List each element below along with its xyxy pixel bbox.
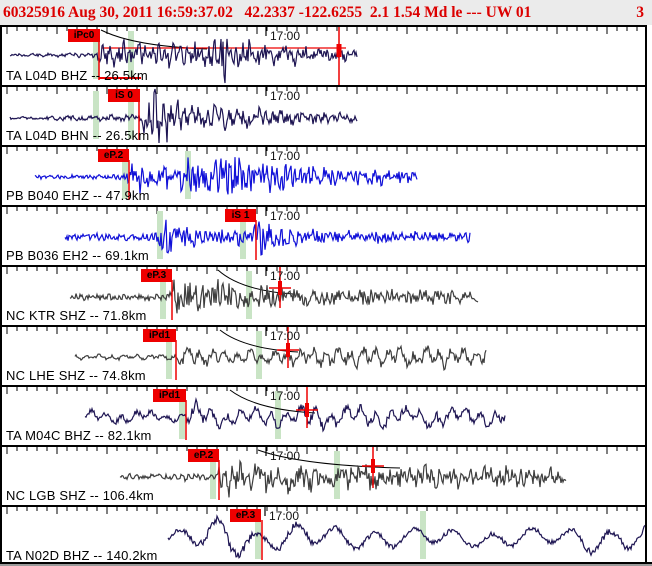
phase-pick-flag[interactable]: iPc0 bbox=[68, 29, 100, 42]
trace-panel-6[interactable]: iPd1 17:00 NC LHE SHZ -- 74.8km bbox=[0, 325, 647, 385]
time-mark-label: 17:00 bbox=[270, 449, 301, 463]
phase-label: eP.2 bbox=[193, 450, 214, 461]
phase-label: eP.3 bbox=[146, 270, 167, 281]
coda-decay-curve bbox=[100, 29, 208, 50]
waveform-trace bbox=[69, 279, 479, 314]
time-mark-label: 17:00 bbox=[270, 389, 301, 403]
theoretical-arrival-bar bbox=[255, 511, 261, 559]
theoretical-arrival-bar bbox=[210, 451, 216, 499]
trace-panel-4[interactable]: iS 1 17:00 PB B036 EH2 -- 69.1km bbox=[0, 205, 647, 265]
theoretical-arrival-bar bbox=[128, 91, 134, 139]
trace-panel-1[interactable]: iPc0 17:00 TA L04D BHZ -- 26.5km bbox=[0, 25, 647, 85]
event-summary: 60325916 Aug 30, 2011 16:59:37.02 42.233… bbox=[3, 3, 532, 21]
seismogram-plot bbox=[6, 87, 638, 144]
page-indicator: 3 bbox=[636, 3, 644, 21]
phase-label: iS 1 bbox=[231, 210, 250, 221]
time-mark-label: 17:00 bbox=[269, 509, 300, 523]
waveform-trace bbox=[9, 38, 358, 84]
trace-panel-2[interactable]: iS 0 17:00 TA L04D BHN -- 26.5km bbox=[0, 85, 647, 145]
time-mark-label: 17:00 bbox=[270, 89, 301, 103]
coda-marker-handle[interactable] bbox=[371, 459, 375, 473]
time-mark-label: 17:00 bbox=[270, 269, 301, 283]
coda-marker-handle[interactable] bbox=[286, 343, 290, 357]
phase-label: iPd1 bbox=[158, 390, 181, 401]
bottom-window-edge bbox=[0, 564, 652, 566]
trace-panel-5[interactable]: eP.3 17:00 NC KTR SHZ -- 71.8km bbox=[0, 265, 647, 325]
seismogram-plot bbox=[6, 327, 638, 380]
waveform-trace bbox=[9, 88, 358, 144]
bottom-border bbox=[0, 562, 652, 564]
theoretical-arrival-bar bbox=[185, 151, 191, 199]
waveform-trace bbox=[74, 344, 487, 371]
waveform-trace bbox=[167, 514, 645, 559]
seismogram-plot bbox=[6, 147, 638, 200]
coda-decay-curve bbox=[229, 389, 316, 414]
ruler-ticks bbox=[6, 447, 638, 454]
theoretical-arrival-bar bbox=[246, 271, 252, 319]
time-mark-label: 17:00 bbox=[270, 29, 301, 43]
trace-panel-8[interactable]: eP.2 17:00 NC LGB SHZ -- 106.4km bbox=[0, 445, 647, 505]
trace-panel-9[interactable]: eP.3 17:00 TA N02D BHZ -- 140.2km bbox=[0, 505, 647, 565]
waveform-trace bbox=[64, 219, 471, 256]
station-label: TA N02D BHZ -- 140.2km bbox=[6, 548, 158, 563]
phase-pick-flag[interactable]: iS 0 bbox=[108, 89, 140, 102]
phase-pick-flag[interactable]: iS 1 bbox=[225, 209, 256, 222]
ruler-ticks bbox=[6, 267, 638, 274]
theoretical-arrival-bar bbox=[166, 331, 172, 379]
seismogram-plot bbox=[6, 507, 645, 560]
coda-decay-curve bbox=[257, 449, 401, 469]
waveform-trace bbox=[34, 157, 418, 195]
station-label: TA M04C BHZ -- 82.1km bbox=[6, 428, 152, 443]
phase-label: iS 0 bbox=[115, 90, 133, 101]
station-label: NC LGB SHZ -- 106.4km bbox=[6, 488, 154, 503]
phase-pick-flag[interactable]: eP.2 bbox=[98, 149, 129, 162]
phase-pick-flag[interactable]: eP.3 bbox=[230, 509, 261, 522]
trace-panel-3[interactable]: eP.2 17:00 PB B040 EHZ -- 47.9km bbox=[0, 145, 647, 205]
theoretical-arrival-bar bbox=[93, 91, 99, 139]
theoretical-arrival-bar bbox=[240, 211, 246, 259]
phase-label: eP.2 bbox=[103, 150, 124, 161]
ruler-ticks bbox=[6, 87, 638, 94]
ruler-ticks bbox=[6, 507, 638, 514]
ruler-ticks bbox=[6, 327, 638, 334]
waveform-trace bbox=[119, 459, 567, 498]
waveform-trace bbox=[84, 396, 506, 433]
time-mark-label: 17:00 bbox=[270, 329, 301, 343]
phase-label: iPc0 bbox=[73, 30, 95, 41]
ruler-ticks bbox=[6, 387, 638, 394]
phase-label: iPd1 bbox=[148, 330, 171, 341]
time-mark-label: 17:00 bbox=[270, 209, 301, 223]
ruler-ticks bbox=[6, 147, 638, 154]
coda-marker-handle[interactable] bbox=[305, 403, 309, 417]
station-label: TA L04D BHN -- 26.5km bbox=[6, 128, 150, 143]
station-label: TA L04D BHZ -- 26.5km bbox=[6, 68, 148, 83]
ruler-ticks bbox=[6, 207, 638, 214]
phase-pick-flag[interactable]: iPd1 bbox=[143, 329, 176, 342]
time-mark-label: 17:00 bbox=[270, 149, 301, 163]
station-label: NC LHE SHZ -- 74.8km bbox=[6, 368, 146, 383]
theoretical-arrival-bar bbox=[256, 331, 262, 379]
coda-marker-handle[interactable] bbox=[278, 281, 282, 295]
theoretical-arrival-bar bbox=[275, 391, 281, 439]
phase-label: eP.3 bbox=[235, 510, 256, 521]
phase-pick-flag[interactable]: iPd1 bbox=[153, 389, 186, 402]
phase-pick-flag[interactable]: eP.2 bbox=[188, 449, 219, 462]
boundary-handle[interactable] bbox=[336, 44, 342, 57]
station-label: PB B036 EH2 -- 69.1km bbox=[6, 248, 149, 263]
theoretical-arrival-bar bbox=[157, 211, 163, 259]
phase-pick-flag[interactable]: eP.3 bbox=[141, 269, 172, 282]
theoretical-arrival-bar bbox=[122, 151, 128, 199]
seismogram-plot bbox=[6, 387, 638, 440]
station-label: NC KTR SHZ -- 71.8km bbox=[6, 308, 147, 323]
seismogram-plot bbox=[6, 207, 638, 260]
station-label: PB B040 EHZ -- 47.9km bbox=[6, 188, 150, 203]
event-header: 60325916 Aug 30, 2011 16:59:37.02 42.233… bbox=[0, 0, 652, 25]
trace-panel-7[interactable]: iPd1 17:00 TA M04C BHZ -- 82.1km bbox=[0, 385, 647, 445]
